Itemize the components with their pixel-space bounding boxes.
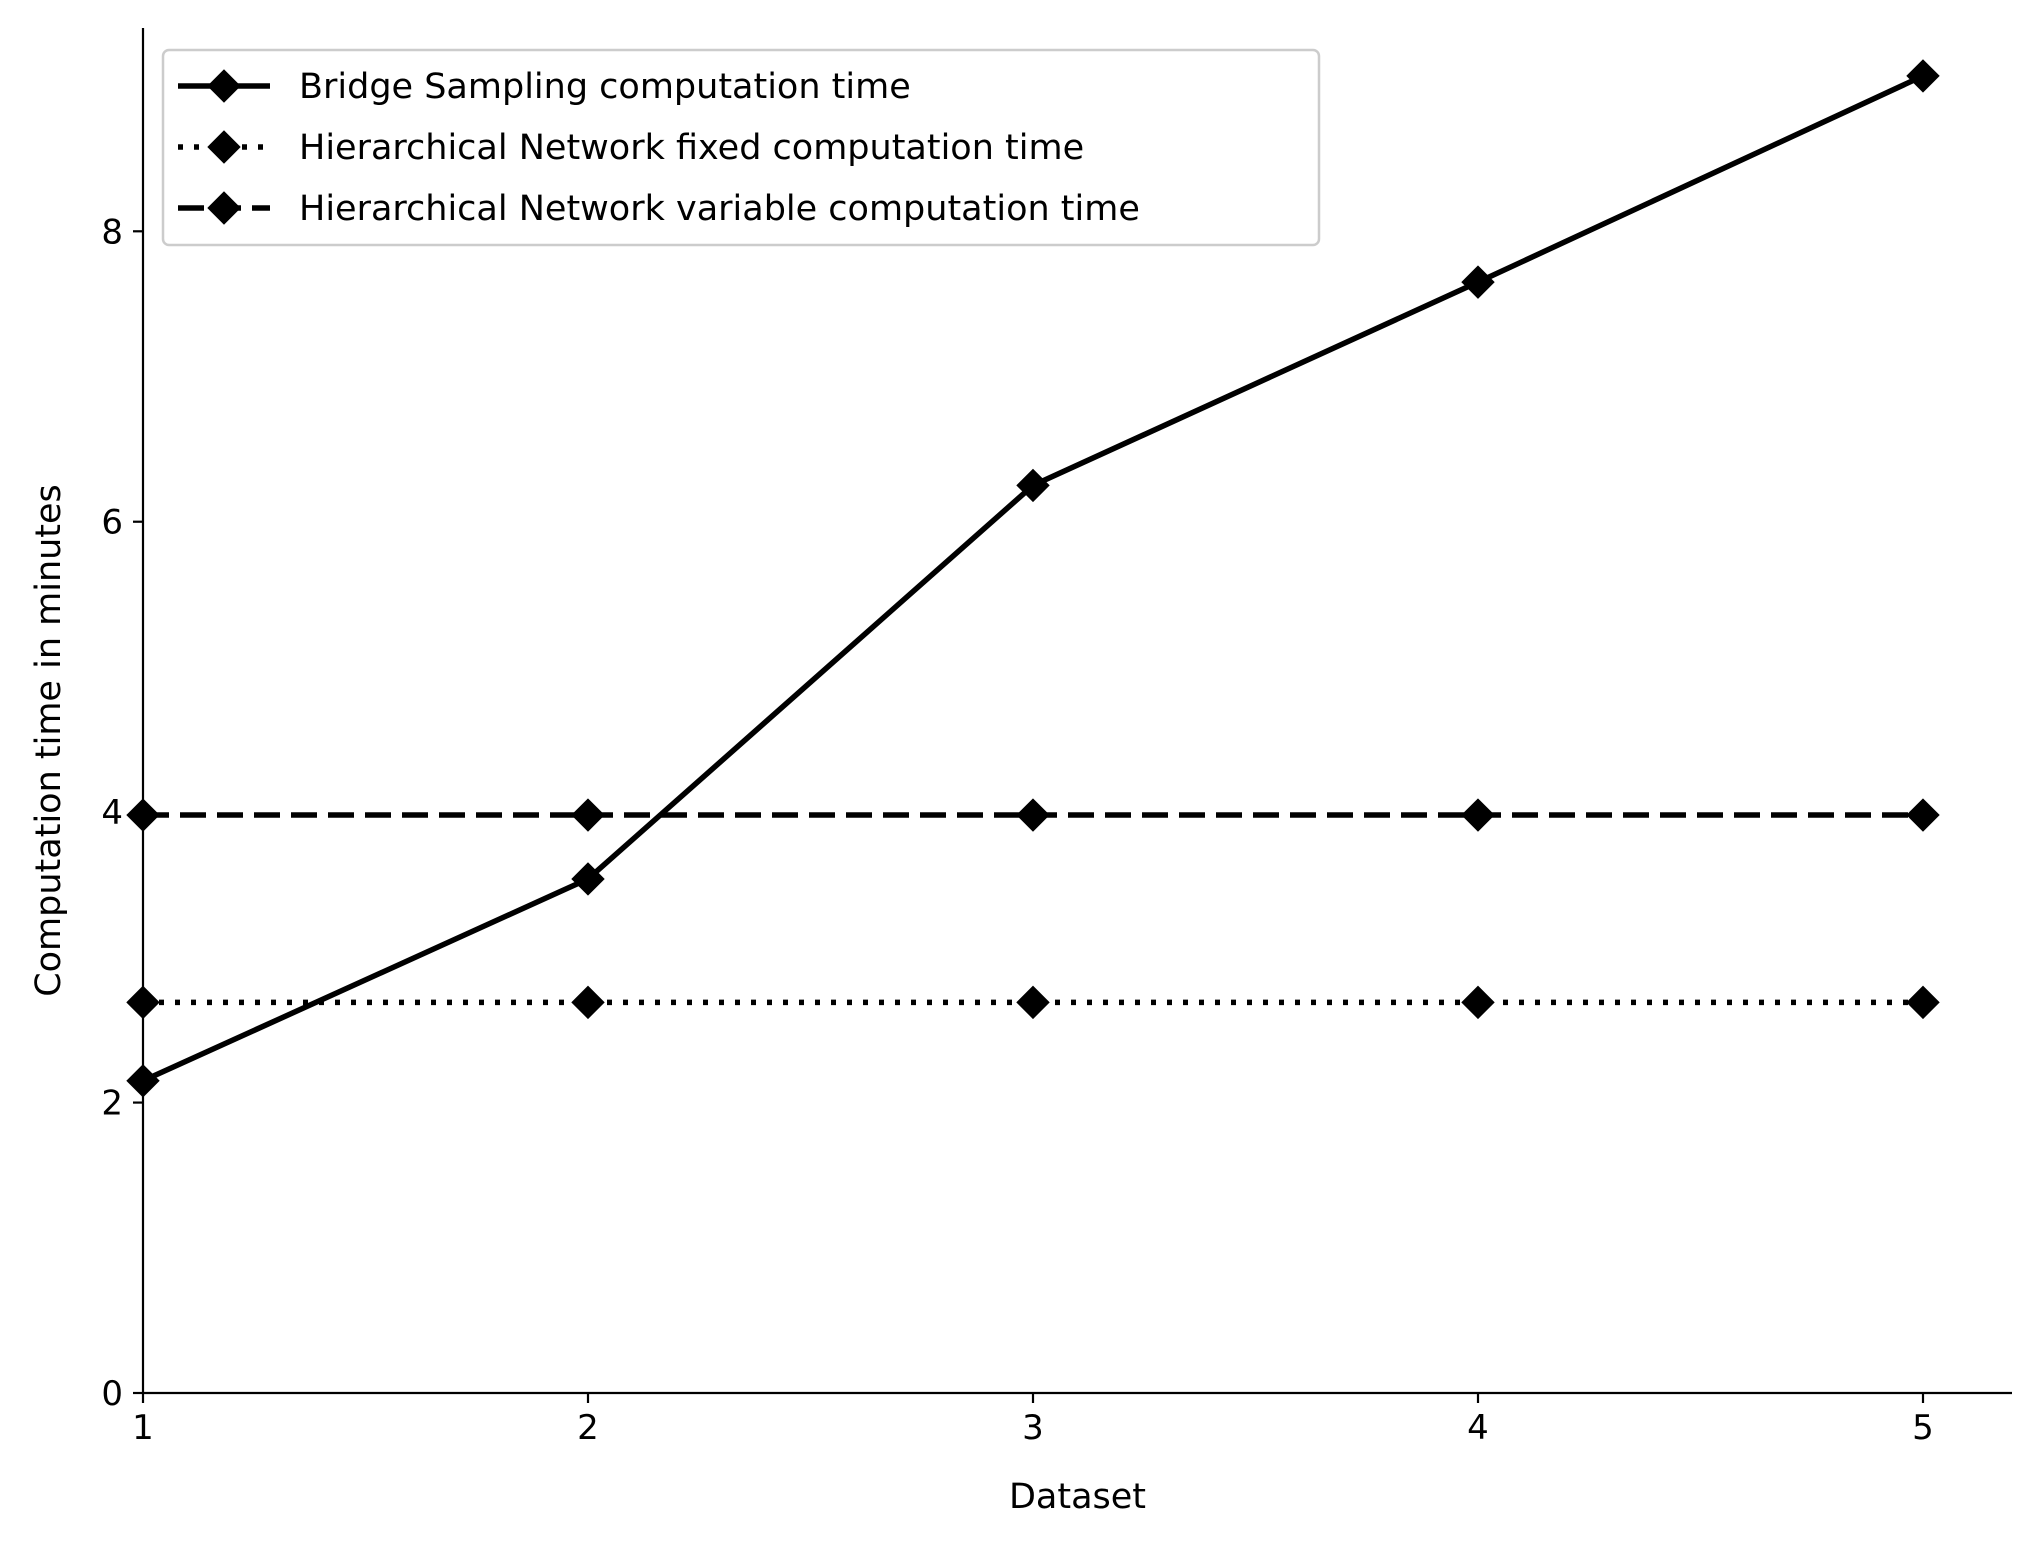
legend-label: Hierarchical Network fixed computation t… xyxy=(299,128,1084,168)
legend-marker xyxy=(207,191,241,225)
data-point-marker xyxy=(126,1064,160,1098)
data-point-marker xyxy=(1461,985,1495,1020)
legend-label: Bridge Sampling computation time xyxy=(299,67,911,107)
x-tick-label: 4 xyxy=(1467,1408,1489,1448)
legend-box xyxy=(161,48,1321,247)
data-point-marker xyxy=(1906,985,1940,1020)
legend-label: Hierarchical Network variable computatio… xyxy=(299,189,1140,229)
data-point-marker xyxy=(571,985,605,1020)
x-tick-label: 1 xyxy=(132,1408,154,1448)
data-point-marker xyxy=(1016,985,1050,1020)
y-tick-label: 6 xyxy=(101,503,123,543)
data-point-marker xyxy=(1461,265,1495,299)
series-group xyxy=(126,59,1940,1098)
legend-entry: Hierarchical Network fixed computation t… xyxy=(178,128,1084,168)
data-point-marker xyxy=(1906,798,1940,832)
y-tick-label: 2 xyxy=(101,1084,123,1124)
series-dotted xyxy=(126,985,1940,1020)
legend-entry: Bridge Sampling computation time xyxy=(178,67,911,107)
axes: 1 2 3 4 5 0 2 4 6 8 Dataset Computation time in min… xyxy=(29,28,2012,1517)
series-solid xyxy=(126,59,1940,1098)
x-tick-label: 5 xyxy=(1912,1408,1934,1448)
legend-marker xyxy=(207,69,241,103)
data-point-marker xyxy=(1461,798,1495,832)
legend-marker xyxy=(207,130,241,164)
data-point-marker xyxy=(126,985,160,1020)
y-tick-label: 4 xyxy=(101,793,123,833)
data-point-marker xyxy=(571,798,605,832)
data-point-marker xyxy=(1016,468,1050,503)
y-axis-label: Computation time in minutes xyxy=(29,484,69,997)
data-point-marker xyxy=(1016,798,1050,832)
legend: Bridge Sampling computation time Hierarch… xyxy=(161,48,1321,247)
data-point-marker xyxy=(1906,59,1940,93)
legend-entry: Hierarchical Network variable computatio… xyxy=(178,189,1140,229)
data-point-marker xyxy=(126,798,160,832)
series-dashed xyxy=(126,798,1940,832)
x-axis-label: Dataset xyxy=(1009,1477,1146,1517)
data-point-marker xyxy=(571,862,605,896)
x-tick-label: 2 xyxy=(577,1408,599,1448)
y-tick-label: 8 xyxy=(101,212,123,252)
y-tick-label: 0 xyxy=(101,1374,123,1414)
x-tick-label: 3 xyxy=(1022,1408,1044,1448)
